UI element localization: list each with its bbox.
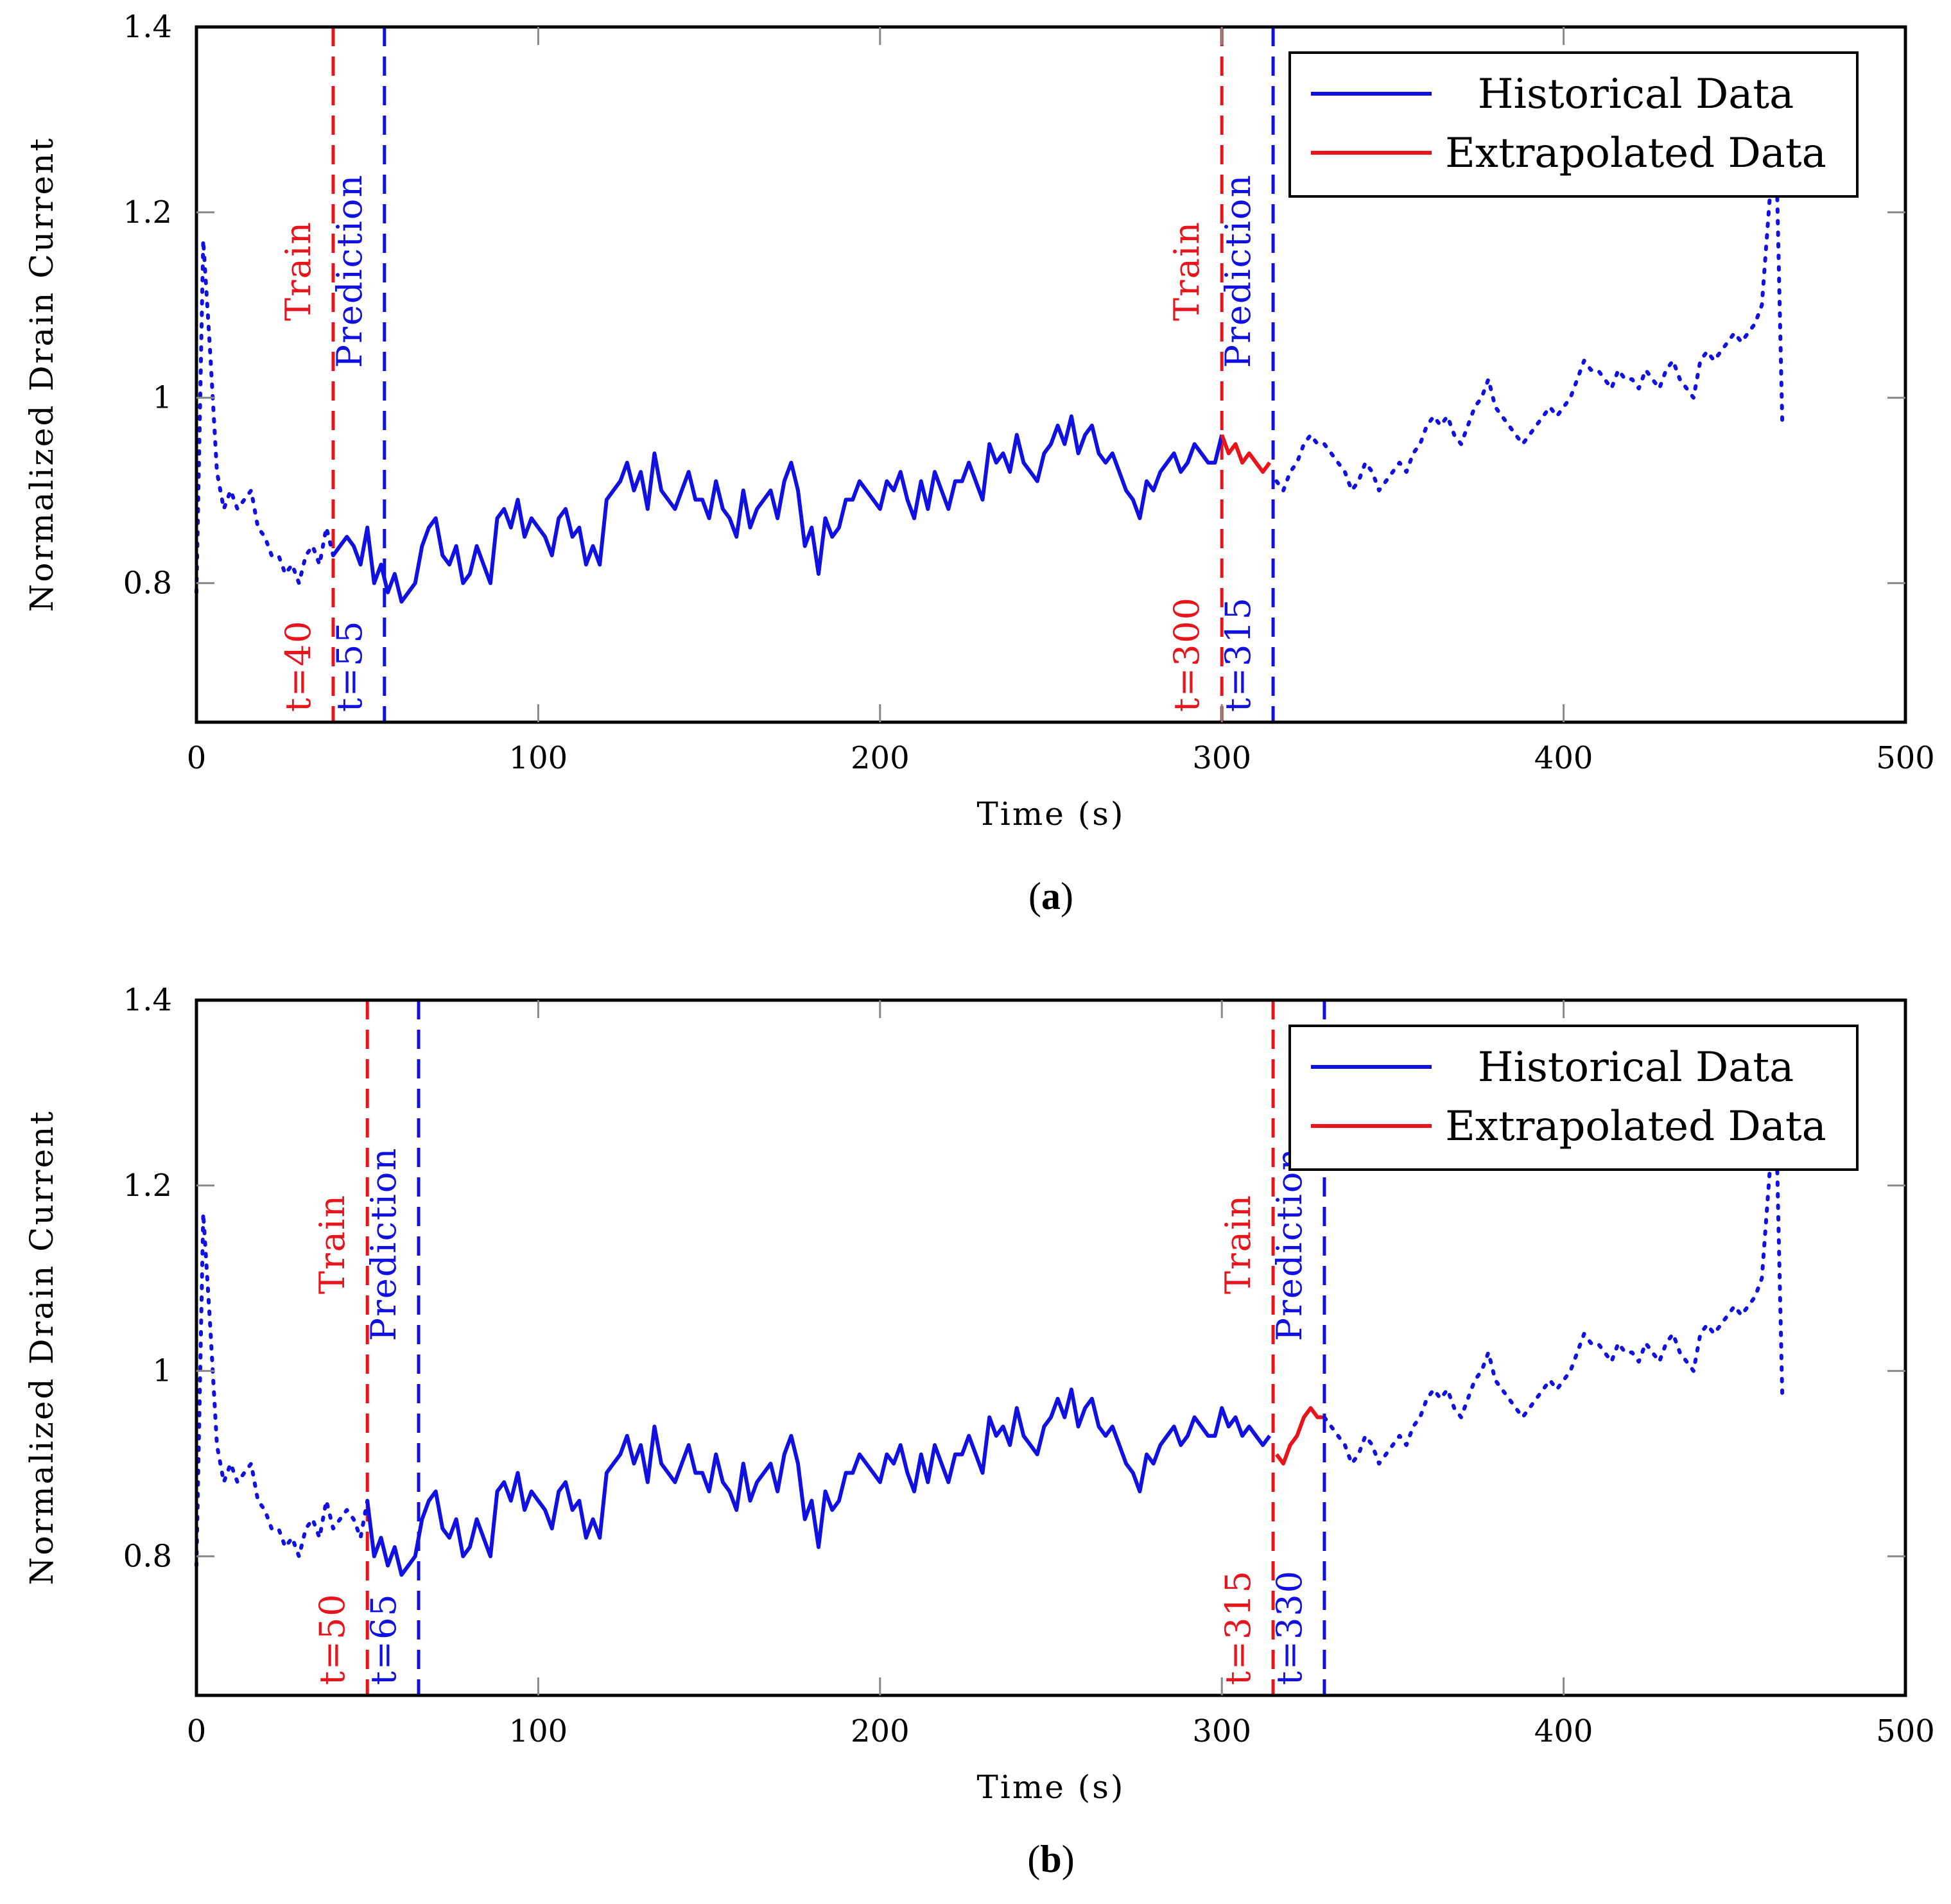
x-tick-label-b-300: 300 xyxy=(1192,1713,1251,1749)
legend-a: Historical Data Extrapolated Data xyxy=(1288,51,1859,198)
xtick-labels-b: 0 100 200 300 400 500 xyxy=(187,1713,1935,1749)
x-tick-label-b-200: 200 xyxy=(851,1713,910,1749)
series-a xyxy=(195,117,1785,604)
legend-label-historical-b: Historical Data xyxy=(1478,1044,1794,1091)
x-tick-label-b-400: 400 xyxy=(1534,1713,1593,1749)
x-tick-label-a-300: 300 xyxy=(1192,740,1251,776)
xtick-labels-a: 0 100 200 300 400 500 xyxy=(187,740,1935,776)
marker-label-a-300: t=300 xyxy=(1166,596,1207,712)
y-tick-label-b-0: 0.8 xyxy=(123,1538,172,1574)
series-line-b-2-1 xyxy=(1322,1091,1785,1466)
y-tick-label-b-1: 1 xyxy=(152,1353,172,1389)
marker-phase-b-330: Prediction xyxy=(1269,1147,1310,1341)
marker-phase-a-315: Prediction xyxy=(1218,174,1258,368)
marker-label-a-315: t=315 xyxy=(1218,596,1258,712)
marker-phase-a-55: Prediction xyxy=(329,174,370,368)
ticks-a xyxy=(196,27,1905,722)
marker-phase-b-65: Prediction xyxy=(363,1147,404,1341)
legend-box-b xyxy=(1288,1025,1859,1171)
x-tick-label-b-500: 500 xyxy=(1876,1713,1935,1749)
legend-label-extrapolated-a: Extrapolated Data xyxy=(1445,130,1826,177)
chart-b: Train t=50 Prediction t=65 Train t=315 Predict… xyxy=(23,982,1935,1880)
x-tick-label-b-0: 0 xyxy=(187,1713,207,1749)
x-tick-label-b-100: 100 xyxy=(509,1713,568,1749)
y-tick-label-a-3: 1.4 xyxy=(123,9,172,45)
series-line-a-1-0 xyxy=(1220,434,1272,474)
series-line-b-1-0 xyxy=(1274,1406,1324,1466)
x-tick-label-a-0: 0 xyxy=(187,740,207,776)
markers-a: Train t=40 Prediction t=55 Train t=300 Predict… xyxy=(278,27,1275,722)
ytick-labels-a: 0.8 1 1.2 1.4 xyxy=(123,9,172,601)
markers-b: Train t=50 Prediction t=65 Train t=315 Predict… xyxy=(312,1000,1326,1695)
y-tick-label-b-3: 1.4 xyxy=(123,982,172,1018)
marker-label-b-315: t=315 xyxy=(1218,1570,1258,1685)
marker-phase-b-315: Train xyxy=(1218,1194,1258,1294)
series-line-a-2-1 xyxy=(1274,117,1785,492)
panel-label-a: (a) xyxy=(1028,875,1073,917)
y-tick-label-b-2: 1.2 xyxy=(123,1168,172,1204)
x-axis-title-a: Time (s) xyxy=(977,795,1125,833)
y-axis-title-a: Normalized Drain Current xyxy=(23,137,60,612)
legend-box-a xyxy=(1288,51,1859,198)
x-tick-label-a-100: 100 xyxy=(509,740,568,776)
ticks-b xyxy=(196,1000,1905,1695)
marker-label-b-330: t=330 xyxy=(1269,1570,1310,1685)
y-axis-title-b: Normalized Drain Current xyxy=(23,1110,60,1586)
ytick-labels-b: 0.8 1 1.2 1.4 xyxy=(123,982,172,1574)
marker-label-b-50: t=50 xyxy=(312,1593,352,1685)
y-tick-label-a-1: 1 xyxy=(152,380,172,416)
series-line-b-0-0 xyxy=(365,1387,1272,1577)
plot-frame-b xyxy=(195,998,1907,1697)
marker-label-b-65: t=65 xyxy=(363,1593,404,1685)
series-line-b-2-0 xyxy=(195,1211,370,1568)
legend-label-extrapolated-b: Extrapolated Data xyxy=(1445,1103,1826,1150)
legend-b: Historical Data Extrapolated Data xyxy=(1288,1025,1859,1171)
plot-frame-a xyxy=(195,25,1907,724)
marker-phase-a-40: Train xyxy=(278,221,318,321)
series-b xyxy=(195,1091,1785,1577)
x-tick-label-a-200: 200 xyxy=(851,740,910,776)
x-tick-label-a-500: 500 xyxy=(1876,740,1935,776)
panel-label-b: (b) xyxy=(1027,1838,1074,1880)
series-line-a-0-0 xyxy=(331,414,1224,604)
legend-label-historical-a: Historical Data xyxy=(1478,71,1794,118)
marker-label-a-40: t=40 xyxy=(278,619,318,712)
x-tick-label-a-400: 400 xyxy=(1534,740,1593,776)
marker-phase-b-50: Train xyxy=(312,1194,352,1294)
chart-a: Train t=40 Prediction t=55 Train t=300 Predict… xyxy=(23,9,1935,917)
y-tick-label-a-2: 1.2 xyxy=(123,195,172,230)
x-axis-title-b: Time (s) xyxy=(977,1769,1125,1806)
marker-phase-a-300: Train xyxy=(1166,221,1207,321)
y-tick-label-a-0: 0.8 xyxy=(123,565,172,601)
marker-label-a-55: t=55 xyxy=(329,619,370,712)
